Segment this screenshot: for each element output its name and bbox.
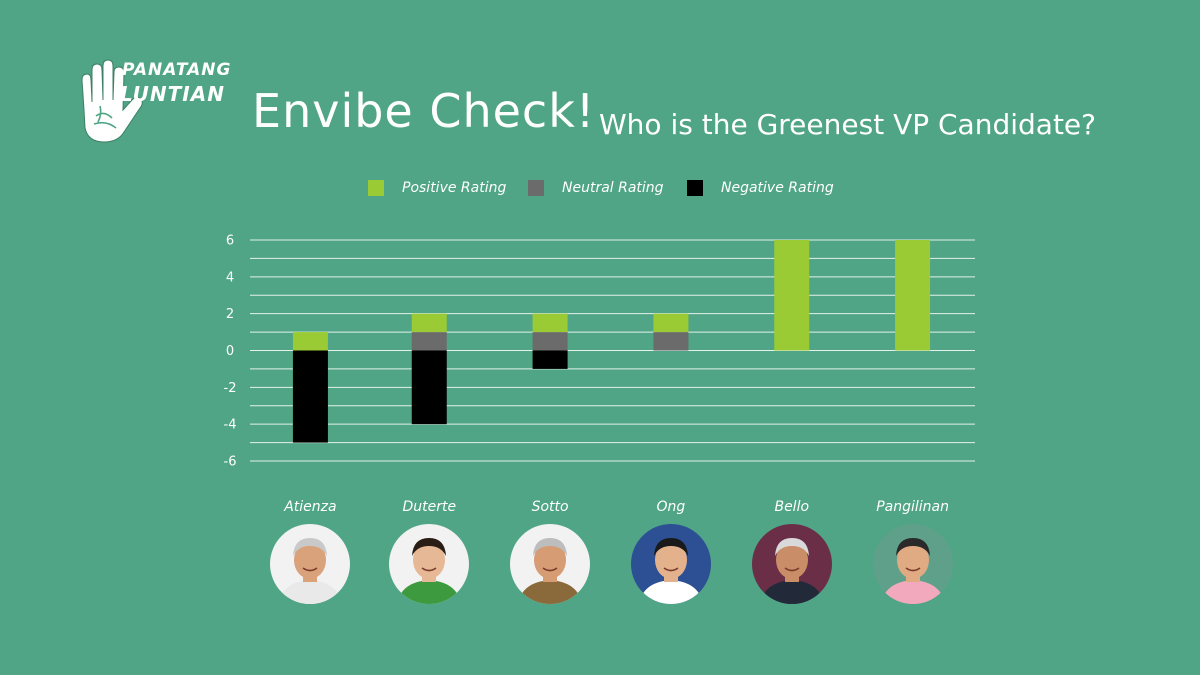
legend-label-negative: Negative Rating <box>721 180 834 196</box>
y-tick-label: 6 <box>226 234 234 249</box>
candidate-avatar <box>630 524 711 604</box>
bar-neutral <box>411 332 447 351</box>
logo-line-2: LUNTIAN <box>120 82 225 106</box>
category-label: Atienza <box>283 499 336 515</box>
y-tick-label: 0 <box>226 344 234 359</box>
candidate-avatar <box>510 524 591 604</box>
bar-negative <box>292 350 328 443</box>
atienza-portrait-icon <box>270 524 351 604</box>
y-tick-label: 2 <box>226 307 234 322</box>
bello-portrait-icon <box>751 524 832 604</box>
legend-item-neutral: Neutral Rating <box>528 180 664 196</box>
y-tick-label: -6 <box>224 455 237 470</box>
page-title: Envibe Check! <box>252 84 596 138</box>
category-label: Bello <box>774 499 809 515</box>
ong-portrait-icon <box>630 524 711 604</box>
y-tick-label: -2 <box>224 381 237 396</box>
legend-label-neutral: Neutral Rating <box>562 180 664 196</box>
bar-positive <box>653 313 689 333</box>
bar-positive <box>411 313 447 333</box>
bar-positive <box>532 313 568 333</box>
bar-neutral <box>653 332 689 351</box>
y-tick-label: -4 <box>224 418 237 433</box>
category-label: Ong <box>657 499 686 515</box>
candidate-avatar <box>270 524 351 604</box>
category-label: Duterte <box>402 499 456 515</box>
bar-negative <box>411 350 447 425</box>
logo-line-1: PANATANG <box>122 60 232 80</box>
chart-legend: Positive Rating Neutral Rating Negative … <box>0 180 1200 206</box>
legend-swatch-positive <box>368 180 384 196</box>
pangilinan-portrait-icon <box>872 524 953 604</box>
bar-neutral <box>532 332 568 351</box>
candidate-avatar <box>389 524 470 604</box>
panatang-luntian-logo: PANATANG LUNTIAN <box>74 58 234 144</box>
legend-swatch-neutral <box>528 180 544 196</box>
legend-label-positive: Positive Rating <box>402 180 507 196</box>
legend-swatch-negative <box>687 180 703 196</box>
bar-positive <box>774 240 810 351</box>
page-subtitle: Who is the Greenest VP Candidate? <box>599 108 1097 141</box>
hand-icon <box>81 59 143 143</box>
bar-positive <box>895 240 931 351</box>
category-label: Pangilinan <box>876 499 949 515</box>
category-label: Sotto <box>532 499 569 515</box>
bar-negative <box>532 350 568 369</box>
legend-item-positive: Positive Rating <box>368 180 506 196</box>
bar-positive <box>292 332 328 351</box>
sotto-portrait-icon <box>510 524 591 604</box>
candidate-avatar <box>872 524 953 604</box>
duterte-portrait-icon <box>389 524 470 604</box>
candidate-avatar <box>751 524 832 604</box>
legend-item-negative: Negative Rating <box>687 180 834 196</box>
y-tick-label: 4 <box>226 270 234 285</box>
